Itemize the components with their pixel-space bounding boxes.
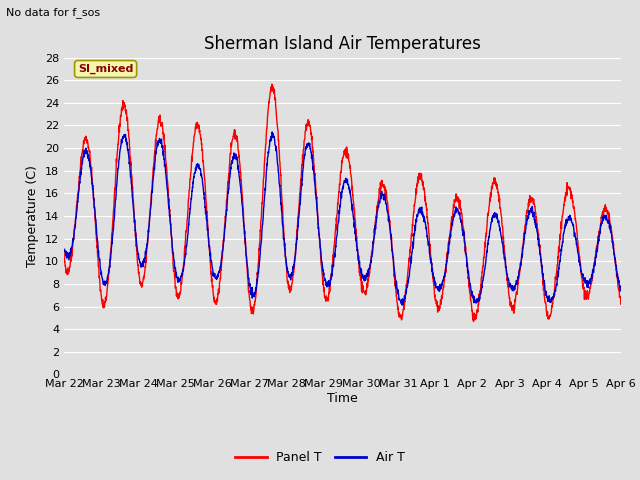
Legend: Panel T, Air T: Panel T, Air T: [230, 446, 410, 469]
Title: Sherman Island Air Temperatures: Sherman Island Air Temperatures: [204, 35, 481, 53]
Text: No data for f_sos: No data for f_sos: [6, 7, 100, 18]
Text: SI_mixed: SI_mixed: [78, 64, 133, 74]
Y-axis label: Temperature (C): Temperature (C): [26, 165, 39, 267]
X-axis label: Time: Time: [327, 392, 358, 405]
